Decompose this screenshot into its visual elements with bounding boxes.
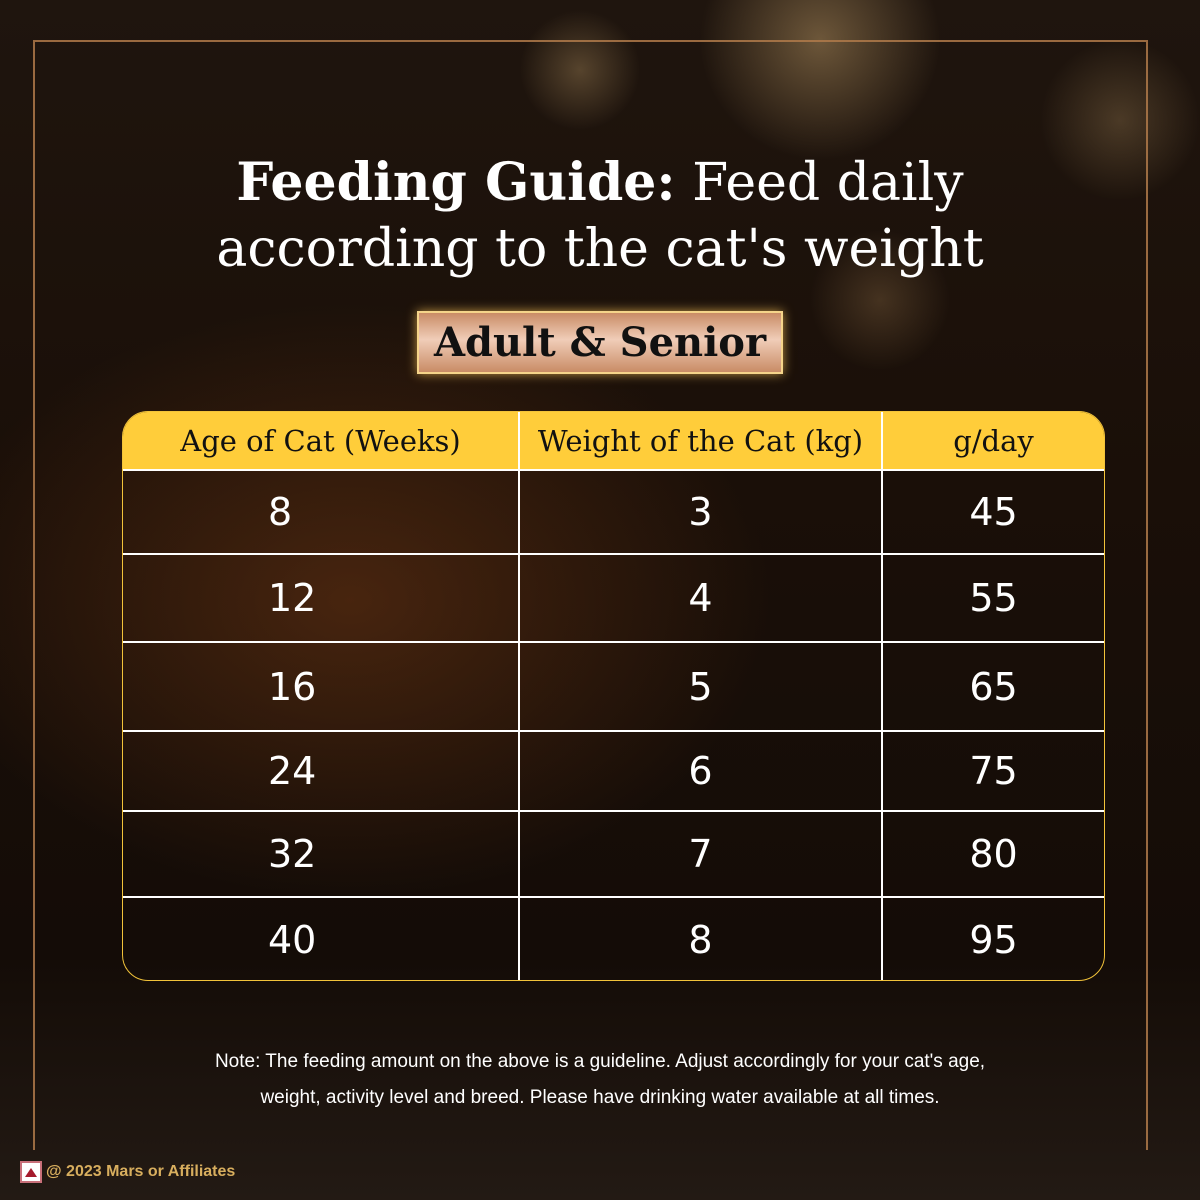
cell-age: 16	[123, 643, 520, 730]
title-rest: Feed daily	[675, 153, 964, 213]
cell-age: 12	[123, 555, 520, 641]
cell-weight: 7	[520, 812, 883, 896]
note-line-2: weight, activity level and breed. Please…	[260, 1087, 940, 1108]
copyright-text: @ 2023 Mars or Affiliates	[46, 1163, 236, 1180]
table-row: 32 7 80	[123, 810, 1104, 896]
decorative-frame	[33, 40, 1148, 1150]
cell-grams: 80	[969, 832, 1018, 876]
table-row: 8 3 45	[123, 469, 1104, 553]
cell-age: 40	[123, 898, 520, 980]
table-header: Age of Cat (Weeks) Weight of the Cat (kg…	[123, 412, 1104, 469]
header-age: Age of Cat (Weeks)	[123, 412, 520, 469]
header-weight: Weight of the Cat (kg)	[520, 412, 883, 469]
cell-weight: 5	[520, 643, 883, 730]
table-row: 40 8 95	[123, 896, 1104, 980]
cell-weight: 8	[520, 898, 883, 980]
header-grams: g/day	[953, 423, 1034, 458]
cell-age: 8	[123, 471, 520, 553]
brand-logo-icon	[20, 1161, 42, 1183]
cell-age: 24	[123, 732, 520, 810]
page-title: Feeding Guide: Feed daily according to t…	[0, 150, 1200, 282]
cell-weight: 4	[520, 555, 883, 641]
feeding-table: Age of Cat (Weeks) Weight of the Cat (kg…	[122, 411, 1105, 981]
table-row: 12 4 55	[123, 553, 1104, 641]
cell-grams: 95	[969, 918, 1018, 962]
cell-grams: 55	[969, 576, 1018, 620]
table-row: 16 5 65	[123, 641, 1104, 730]
table-row: 24 6 75	[123, 730, 1104, 810]
note-line-1: Note: The feeding amount on the above is…	[214, 1051, 986, 1072]
cell-grams: 65	[969, 664, 1018, 709]
note-text: Note: The feeding amount on the above is…	[0, 1044, 1200, 1116]
cell-grams: 45	[969, 490, 1018, 534]
title-line2: according to the cat's weight	[216, 219, 984, 279]
cell-age: 32	[123, 812, 520, 896]
cell-grams: 75	[969, 749, 1018, 793]
title-bold: Feeding Guide:	[236, 152, 676, 213]
cell-weight: 3	[520, 471, 883, 553]
category-badge: Adult & Senior	[417, 311, 783, 374]
cell-weight: 6	[520, 732, 883, 810]
footer: @ 2023 Mars or Affiliates	[20, 1161, 235, 1183]
